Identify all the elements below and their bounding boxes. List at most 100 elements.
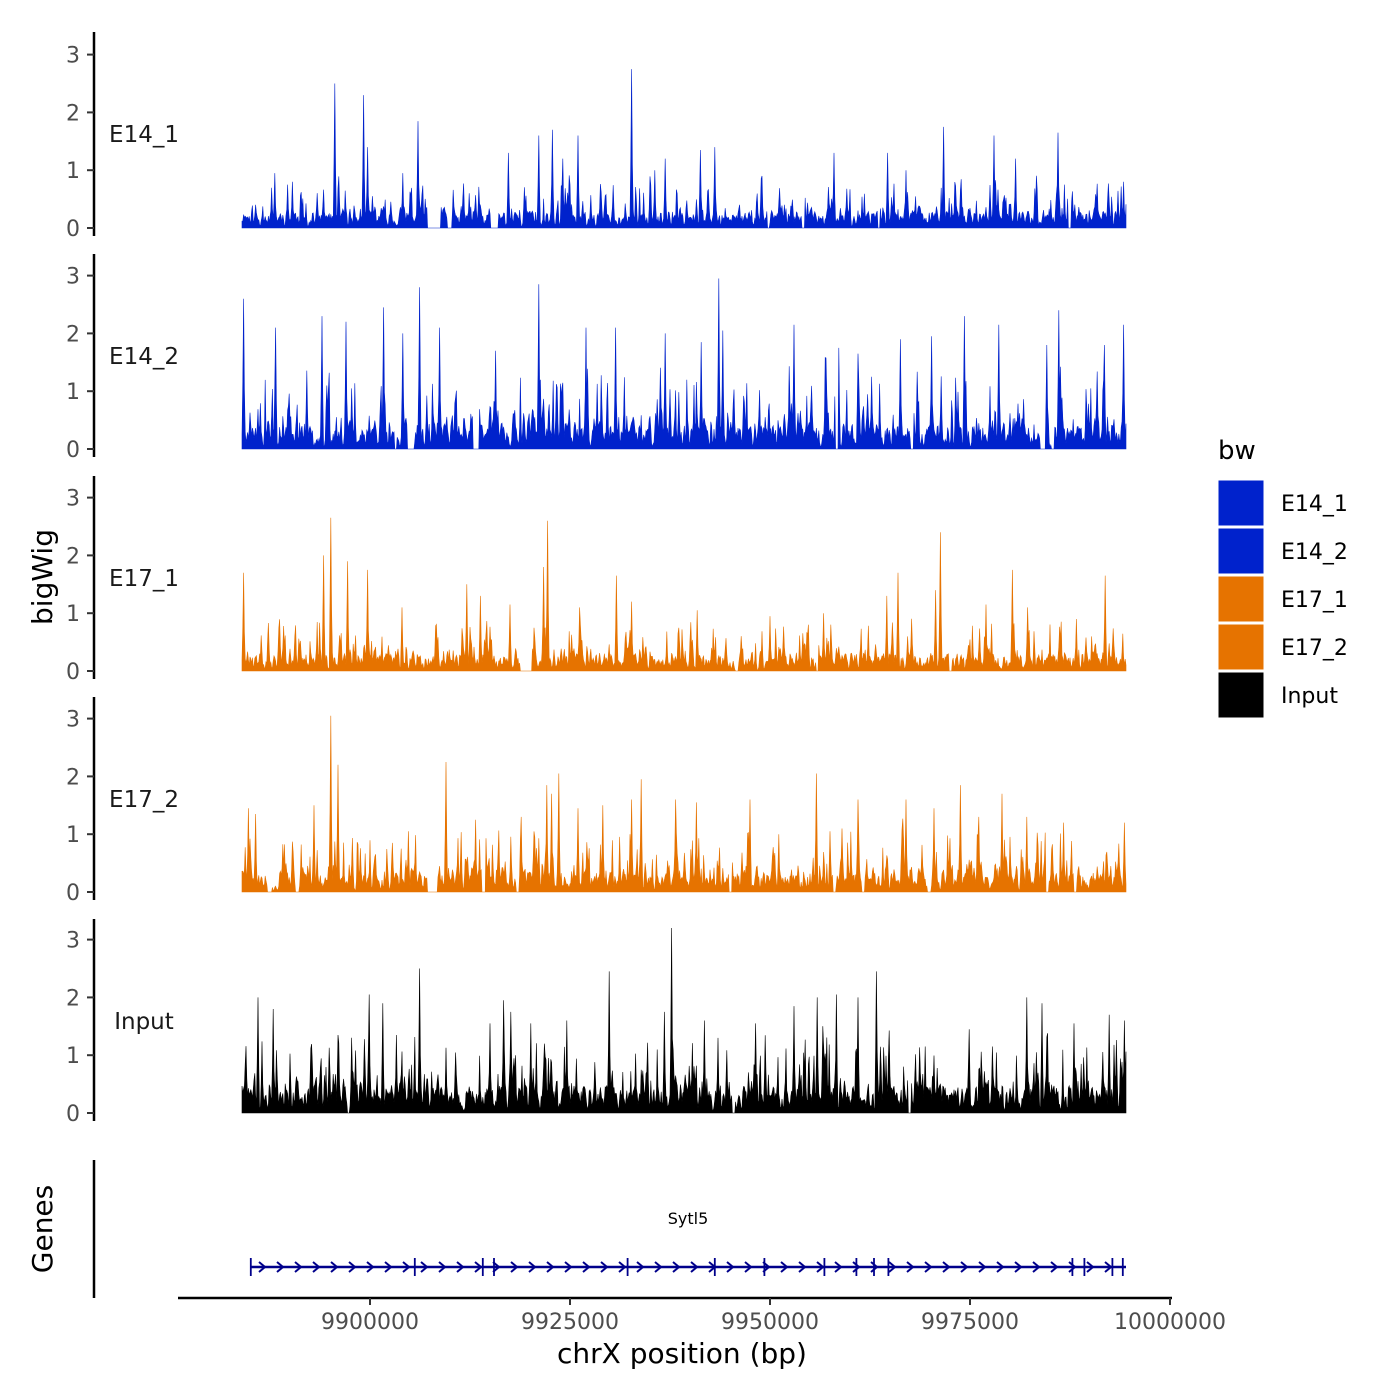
strand-arrow bbox=[888, 1261, 897, 1273]
strand-arrow bbox=[960, 1261, 969, 1273]
strand-arrow bbox=[420, 1261, 429, 1273]
track-label: E17_2 bbox=[109, 787, 179, 813]
strand-arrow bbox=[618, 1261, 627, 1273]
y-tick-label: 0 bbox=[66, 660, 80, 685]
y-tick-label: 1 bbox=[66, 823, 80, 848]
track-panel-e17_2: 0 1 2 3 E17_2 bbox=[66, 697, 1127, 906]
y-tick-label: 0 bbox=[66, 217, 80, 242]
strand-arrow bbox=[330, 1261, 339, 1273]
strand-arrow bbox=[546, 1261, 555, 1273]
legend-swatch-e14_2 bbox=[1217, 527, 1265, 575]
x-tick-label: 9900000 bbox=[321, 1310, 419, 1335]
gene-name-label: Sytl5 bbox=[668, 1209, 709, 1228]
coverage-area-e17_2 bbox=[241, 715, 1127, 893]
strand-arrow bbox=[474, 1261, 483, 1273]
genes-axis-label: Genes bbox=[26, 1185, 59, 1273]
y-tick-label: 0 bbox=[66, 438, 80, 463]
track-panel-e17_1: 0 1 2 3 E17_1 bbox=[66, 476, 1127, 685]
strand-arrow bbox=[654, 1261, 663, 1273]
track-label: E14_1 bbox=[109, 122, 179, 148]
strand-arrow bbox=[294, 1261, 303, 1273]
strand-arrow bbox=[834, 1261, 843, 1273]
x-axis: 9900000 9925000 9950000 9975000 10000000 bbox=[178, 1296, 1226, 1335]
track-panel-input: 0 1 2 3 Input bbox=[66, 919, 1127, 1127]
y-tick-label: 2 bbox=[66, 101, 80, 126]
track-label: E17_1 bbox=[109, 566, 179, 592]
x-tick-label: 9925000 bbox=[521, 1310, 619, 1335]
strand-arrow bbox=[978, 1261, 987, 1273]
legend-label: Input bbox=[1281, 684, 1338, 709]
strand-arrow bbox=[798, 1261, 807, 1273]
legend-swatch-e14_1 bbox=[1217, 479, 1265, 527]
strand-arrow bbox=[744, 1261, 753, 1273]
strand-arrow bbox=[492, 1261, 501, 1273]
track-label: E14_2 bbox=[109, 344, 179, 370]
genes-panel: Sytl5 bbox=[92, 1160, 1126, 1298]
legend-label: E14_2 bbox=[1281, 540, 1348, 565]
y-tick-label: 3 bbox=[66, 929, 80, 954]
y-tick-label: 3 bbox=[66, 487, 80, 512]
strand-arrow bbox=[456, 1261, 465, 1273]
strand-arrow bbox=[366, 1261, 375, 1273]
y-tick-label: 2 bbox=[66, 986, 80, 1011]
x-tick-label: 10000000 bbox=[1114, 1310, 1226, 1335]
strand-arrow bbox=[906, 1261, 915, 1273]
strand-arrow bbox=[1068, 1261, 1077, 1273]
y-tick-label: 2 bbox=[66, 544, 80, 569]
coverage-area-e14_1 bbox=[241, 69, 1127, 229]
strand-arrow bbox=[672, 1261, 681, 1273]
legend-swatch-e17_1 bbox=[1217, 575, 1265, 623]
strand-arrow bbox=[1050, 1261, 1059, 1273]
y-tick-label: 0 bbox=[66, 1102, 80, 1127]
strand-arrow bbox=[726, 1261, 735, 1273]
strand-arrow bbox=[852, 1261, 861, 1273]
strand-arrow bbox=[924, 1261, 933, 1273]
strand-arrow bbox=[312, 1261, 321, 1273]
y-axis-label: bigWig bbox=[26, 529, 59, 625]
y-tick-label: 1 bbox=[66, 602, 80, 627]
legend-label: E14_1 bbox=[1281, 492, 1348, 517]
y-tick-label: 1 bbox=[66, 159, 80, 184]
track-panel-e14_1: 0 1 2 3 E14_1 bbox=[66, 32, 1127, 242]
legend-label: E17_2 bbox=[1281, 636, 1348, 661]
strand-arrow bbox=[1032, 1261, 1041, 1273]
strand-arrow bbox=[384, 1261, 393, 1273]
y-tick-label: 3 bbox=[66, 708, 80, 733]
y-tick-label: 3 bbox=[66, 265, 80, 290]
strand-arrow bbox=[510, 1261, 519, 1273]
strand-arrow bbox=[582, 1261, 591, 1273]
strand-arrow bbox=[348, 1261, 357, 1273]
strand-arrow bbox=[636, 1261, 645, 1273]
strand-arrow bbox=[276, 1261, 285, 1273]
x-tick-label: 9950000 bbox=[721, 1310, 819, 1335]
coverage-area-input bbox=[241, 927, 1127, 1114]
strand-arrow bbox=[1104, 1261, 1113, 1273]
strand-arrow bbox=[438, 1261, 447, 1273]
track-label: Input bbox=[114, 1009, 174, 1035]
coverage-area-e14_2 bbox=[241, 278, 1127, 450]
legend-swatch-input bbox=[1217, 671, 1265, 719]
y-tick-label: 0 bbox=[66, 881, 80, 906]
legend-swatch-e17_2 bbox=[1217, 623, 1265, 671]
x-tick-label: 9975000 bbox=[921, 1310, 1019, 1335]
strand-arrow bbox=[402, 1261, 411, 1273]
strand-arrow bbox=[996, 1261, 1005, 1273]
y-tick-label: 1 bbox=[66, 1044, 80, 1069]
strand-arrow bbox=[690, 1261, 699, 1273]
legend: bw E14_1 E14_2 E17_1 E17_2 Input bbox=[1217, 436, 1348, 719]
x-axis-label: chrX position (bp) bbox=[557, 1337, 807, 1370]
y-tick-label: 2 bbox=[66, 322, 80, 347]
legend-label: E17_1 bbox=[1281, 588, 1348, 613]
y-tick-label: 2 bbox=[66, 765, 80, 790]
legend-title: bw bbox=[1218, 436, 1256, 466]
strand-arrow bbox=[780, 1261, 789, 1273]
strand-arrow bbox=[870, 1261, 879, 1273]
track-panel-e14_2: 0 1 2 3 E14_2 bbox=[66, 254, 1127, 463]
strand-arrow bbox=[528, 1261, 537, 1273]
strand-arrow bbox=[564, 1261, 573, 1273]
strand-arrow bbox=[816, 1261, 825, 1273]
strand-arrow bbox=[1014, 1261, 1023, 1273]
track-panels: 0 1 2 3 E14_1 0 1 2 3 E14_2 0 1 2 3 E17_1 0 1 2 3 E17_2 0 1 2 3… bbox=[66, 32, 1127, 1127]
